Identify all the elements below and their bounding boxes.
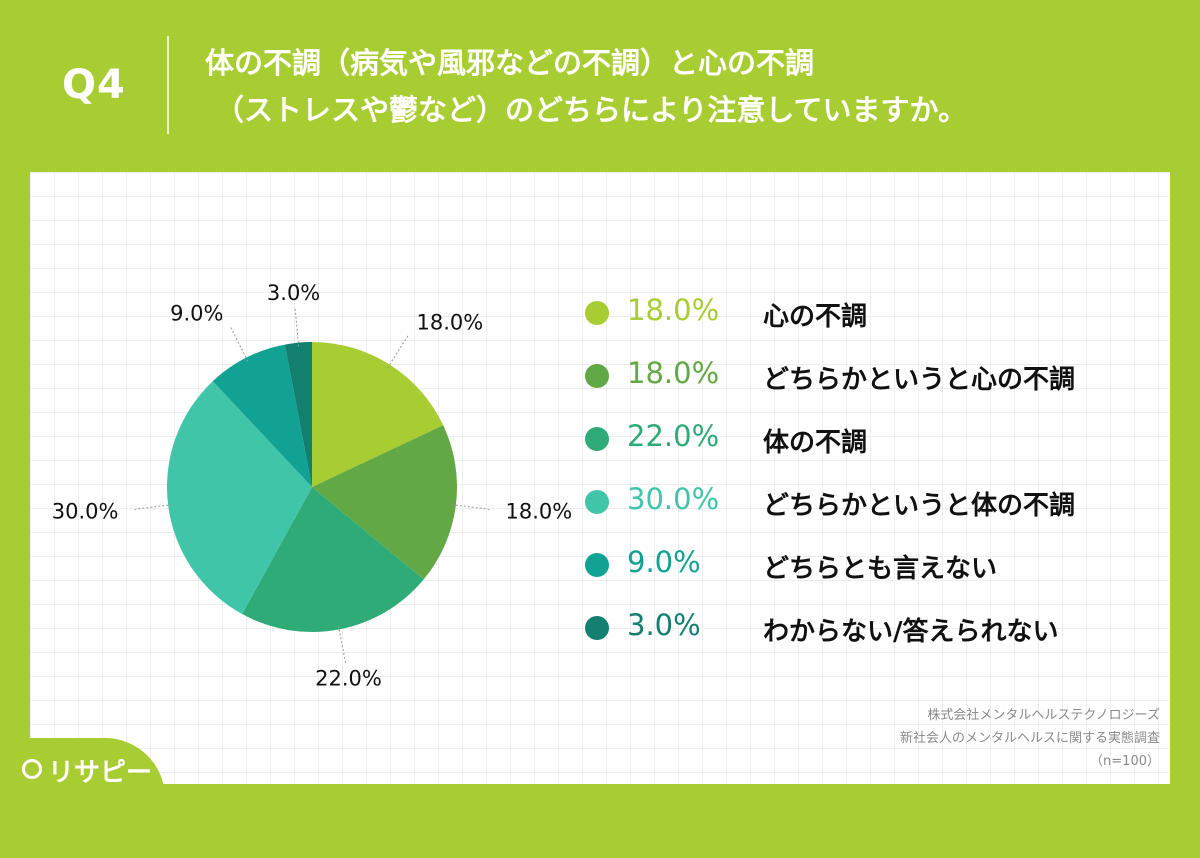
legend-item-1: 18.0% 心の不調 <box>585 292 1145 332</box>
slice-label-4: 30.0% <box>52 499 119 523</box>
question-number: Q4 <box>62 62 126 108</box>
slice-label-2: 18.0% <box>506 499 573 523</box>
slice-label-5: 9.0% <box>170 301 223 325</box>
pie-slice-2 <box>312 425 458 580</box>
header: Q4 体の不調（病気や風邪などの不調）と心の不調 （ストレスや鬱など）のどちらに… <box>0 0 1200 172</box>
pie-slice-3 <box>242 487 424 632</box>
legend-percent-5: 9.0% <box>627 545 701 579</box>
pie-slice-5 <box>212 344 312 487</box>
legend-label-6: わからない/答えられない <box>763 617 1059 647</box>
legend-label-2: どちらかというと心の不調 <box>763 365 1076 395</box>
legend-item-2: 18.0% どちらかというと心の不調 <box>585 355 1145 395</box>
legend-dot-5 <box>585 553 609 577</box>
legend-dot-4 <box>585 490 609 514</box>
source-survey: 新社会人のメンタルヘルスに関する実態調査 <box>899 731 1160 746</box>
pie-slice-6 <box>284 342 312 487</box>
legend-label-1: 心の不調 <box>763 302 868 332</box>
legend-item-3: 22.0% 体の不調 <box>585 418 1145 458</box>
pie-slice-1 <box>312 342 444 487</box>
header-divider <box>167 36 169 134</box>
pin-icon <box>22 759 42 779</box>
legend-percent-3: 22.0% <box>627 419 720 453</box>
slice-label-6: 3.0% <box>267 281 320 305</box>
legend-label-5: どちらとも言えない <box>763 554 998 584</box>
legend-label-3: 体の不調 <box>763 428 868 458</box>
logo-text: リサピー <box>48 758 153 788</box>
leader-line-6 <box>294 308 300 347</box>
leader-line-4 <box>134 504 173 510</box>
legend-dot-2 <box>585 364 609 388</box>
sample-size: （n=100） <box>1090 754 1160 769</box>
legend-percent-6: 3.0% <box>627 608 701 642</box>
slice-label-1: 18.0% <box>417 310 484 334</box>
legend-dot-1 <box>585 301 609 325</box>
legend-dot-3 <box>585 427 609 451</box>
legend-label-4: どちらかというと体の不調 <box>763 491 1076 521</box>
title-line-2: （ストレスや鬱など）のどちらにより注意していますか。 <box>215 93 967 127</box>
leader-line-1 <box>387 335 409 369</box>
legend-dot-6 <box>585 616 609 640</box>
source-note: 株式会社メンタルヘルステクノロジーズ 新社会人のメンタルヘルスに関する実態調査 … <box>900 704 1160 773</box>
leader-line-2 <box>451 504 490 510</box>
legend-percent-4: 30.0% <box>627 482 720 516</box>
logo: リサピー <box>22 752 152 789</box>
legend-percent-2: 18.0% <box>627 356 720 390</box>
title-line-1: 体の不調（病気や風邪などの不調）と心の不調 <box>205 46 815 80</box>
pie-chart: 18.0% 18.0% 22.0% 30.0% 9.0% 3.0% <box>52 281 573 691</box>
slice-label-3: 22.0% <box>315 667 382 691</box>
pie-slice-4 <box>167 381 312 615</box>
legend-item-5: 9.0% どちらとも言えない <box>585 544 1145 584</box>
legend-item-4: 30.0% どちらかというと体の不調 <box>585 481 1145 521</box>
leader-line-5 <box>230 327 249 362</box>
legend-item-6: 3.0% わからない/答えられない <box>585 607 1145 647</box>
question-title: 体の不調（病気や風邪などの不調）と心の不調 （ストレスや鬱など）のどちらにより注… <box>205 40 1185 134</box>
source-company: 株式会社メンタルヘルステクノロジーズ <box>927 708 1160 723</box>
leader-line-3 <box>337 625 347 663</box>
legend-percent-1: 18.0% <box>627 293 720 327</box>
